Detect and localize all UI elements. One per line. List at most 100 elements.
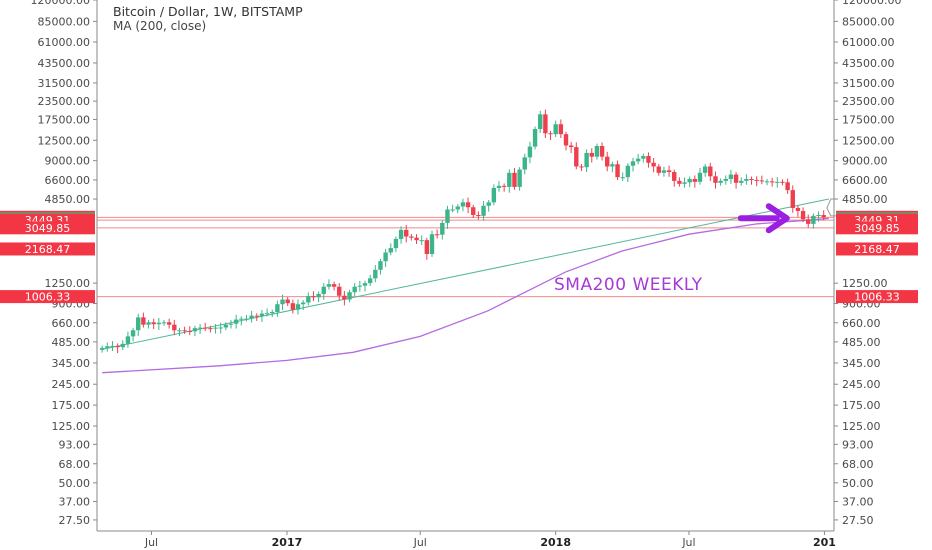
candle[interactable]: [434, 229, 440, 239]
candle[interactable]: [290, 299, 296, 314]
candle[interactable]: [326, 279, 332, 290]
candle[interactable]: [543, 109, 548, 139]
candle[interactable]: [388, 243, 393, 256]
candle[interactable]: [806, 214, 811, 228]
candle[interactable]: [450, 204, 455, 213]
candle[interactable]: [275, 300, 280, 317]
candle[interactable]: [362, 280, 368, 292]
candle[interactable]: [507, 169, 512, 193]
candle[interactable]: [223, 322, 229, 331]
candle[interactable]: [316, 291, 321, 303]
candle[interactable]: [419, 235, 424, 245]
candle[interactable]: [161, 319, 167, 326]
candle[interactable]: [775, 177, 780, 188]
candle[interactable]: [300, 300, 306, 311]
candle[interactable]: [398, 226, 404, 244]
candle[interactable]: [280, 294, 285, 311]
candle[interactable]: [177, 327, 182, 337]
candle[interactable]: [739, 177, 744, 186]
candle[interactable]: [800, 207, 806, 223]
trendline[interactable]: [102, 198, 829, 350]
candle[interactable]: [213, 324, 218, 334]
candle[interactable]: [692, 175, 698, 188]
candle[interactable]: [249, 310, 254, 323]
candle[interactable]: [687, 176, 692, 188]
candle[interactable]: [821, 210, 826, 221]
candle[interactable]: [130, 327, 136, 342]
candle[interactable]: [733, 172, 739, 189]
candle[interactable]: [646, 152, 651, 168]
candle[interactable]: [166, 318, 172, 329]
candle[interactable]: [538, 110, 543, 133]
candle[interactable]: [481, 201, 486, 221]
candle[interactable]: [486, 199, 491, 212]
candle[interactable]: [625, 163, 631, 183]
candle[interactable]: [105, 342, 110, 352]
sma200-line[interactable]: [102, 217, 829, 374]
candle[interactable]: [110, 341, 115, 352]
candle[interactable]: [182, 326, 187, 334]
candle[interactable]: [723, 175, 728, 185]
candle[interactable]: [697, 168, 703, 185]
candle[interactable]: [553, 120, 558, 138]
candle[interactable]: [141, 312, 146, 328]
candle[interactable]: [759, 175, 765, 185]
candle[interactable]: [574, 142, 579, 170]
candle[interactable]: [367, 274, 373, 287]
candle[interactable]: [579, 164, 584, 172]
candle[interactable]: [651, 158, 656, 173]
candle[interactable]: [512, 168, 517, 190]
candle[interactable]: [713, 171, 718, 189]
candle[interactable]: [610, 161, 615, 173]
candle[interactable]: [517, 167, 522, 191]
candle[interactable]: [197, 324, 203, 335]
candle[interactable]: [120, 340, 125, 351]
candle[interactable]: [208, 325, 213, 333]
candle[interactable]: [532, 126, 538, 150]
candle[interactable]: [378, 258, 383, 275]
candle[interactable]: [641, 153, 646, 163]
candle[interactable]: [445, 205, 450, 229]
candle[interactable]: [522, 153, 527, 175]
candle[interactable]: [125, 331, 131, 348]
candle[interactable]: [203, 322, 208, 332]
candle[interactable]: [708, 162, 713, 182]
candle[interactable]: [635, 153, 641, 165]
candle[interactable]: [491, 184, 497, 206]
candle[interactable]: [568, 141, 574, 153]
candle[interactable]: [728, 169, 734, 184]
candle[interactable]: [233, 314, 239, 329]
candle[interactable]: [501, 183, 507, 192]
candle[interactable]: [630, 157, 636, 172]
candle[interactable]: [285, 297, 290, 307]
candle[interactable]: [440, 220, 445, 240]
candle[interactable]: [460, 198, 466, 212]
candle[interactable]: [620, 172, 625, 182]
candle[interactable]: [718, 178, 723, 186]
candle[interactable]: [563, 131, 569, 151]
candle[interactable]: [254, 313, 259, 321]
candle[interactable]: [615, 160, 620, 181]
candle[interactable]: [702, 164, 708, 177]
candle[interactable]: [429, 230, 435, 257]
candle[interactable]: [151, 318, 156, 330]
candle[interactable]: [496, 181, 502, 192]
candle[interactable]: [672, 169, 677, 187]
candle[interactable]: [764, 178, 770, 186]
candle[interactable]: [146, 319, 151, 329]
candle[interactable]: [331, 281, 337, 291]
candle[interactable]: [239, 316, 244, 326]
candle[interactable]: [373, 265, 378, 283]
candle[interactable]: [306, 292, 311, 306]
candle[interactable]: [187, 326, 192, 336]
candle[interactable]: [156, 317, 162, 331]
candle[interactable]: [342, 290, 347, 306]
candle[interactable]: [259, 309, 265, 322]
candle[interactable]: [790, 185, 795, 213]
candle[interactable]: [404, 225, 409, 243]
candle[interactable]: [393, 236, 399, 252]
candle[interactable]: [605, 151, 610, 172]
candle[interactable]: [795, 205, 801, 217]
candle[interactable]: [337, 283, 342, 301]
